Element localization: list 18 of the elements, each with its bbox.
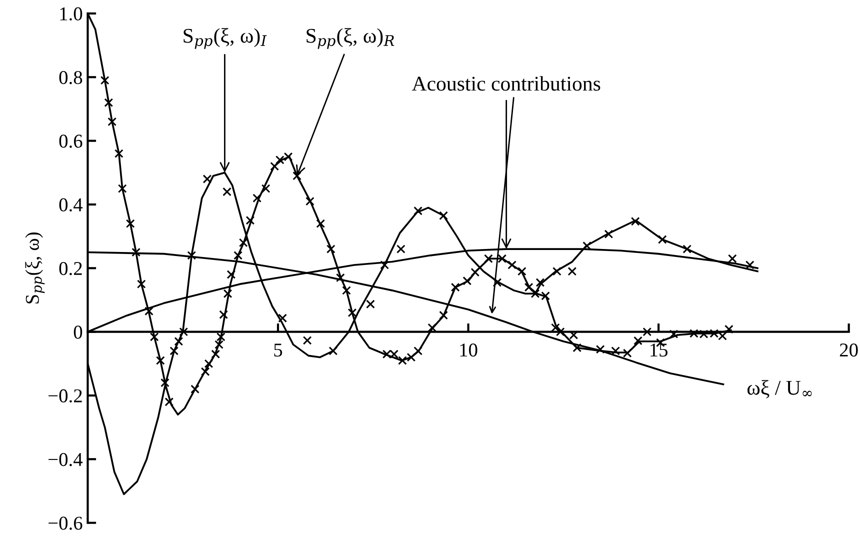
y-tick-label: 1.0 <box>60 7 82 20</box>
annotation: S$_{pp}$(ξ, ω)$_{I}$ <box>184 28 267 49</box>
x-tick-label: 10 <box>460 343 478 357</box>
y-tick-label: −0.6 <box>48 516 82 530</box>
y-tick-label: 0.8 <box>59 70 82 84</box>
y-tick-label: 0.4 <box>59 198 83 212</box>
y-tick-label: 0 <box>74 326 82 339</box>
annotation: S$_{pp}$(ξ, ω)$_{R}$ <box>306 28 394 49</box>
y-tick-label: 0.2 <box>59 262 82 276</box>
y-axis-title: S$_{pp}$(ξ, ω) <box>25 232 45 304</box>
annotation: Acoustic contributions <box>412 76 600 91</box>
x-tick-label: 5 <box>274 344 282 357</box>
y-tick-label: 0.6 <box>59 134 82 148</box>
y-tick-label: −0.4 <box>48 452 83 466</box>
x-tick-label: 15 <box>650 344 668 357</box>
x-tick-label: 20 <box>840 343 858 357</box>
x-axis-title: ωξ / U$_{∞}$ <box>747 380 812 398</box>
y-tick-label: −0.2 <box>48 389 82 403</box>
